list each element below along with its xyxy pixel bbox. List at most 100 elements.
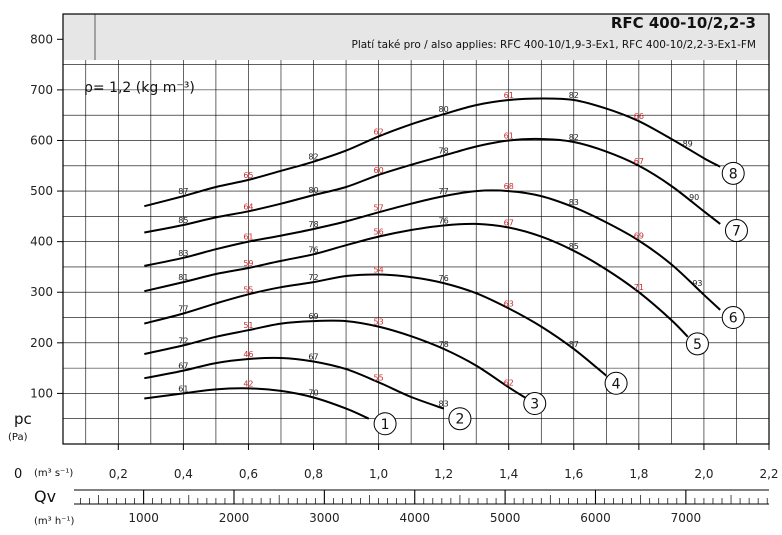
x-tick-label-m3h: 1000 bbox=[128, 511, 159, 525]
x-tick-label-m3s: 1,6 bbox=[564, 467, 583, 481]
efficiency-label: 69 bbox=[308, 312, 318, 321]
curve-layer bbox=[144, 97, 721, 420]
y-axis-label: pc bbox=[14, 410, 32, 428]
plot-frame bbox=[62, 13, 770, 445]
efficiency-label: 78 bbox=[308, 220, 318, 229]
noise-level-label: 67 bbox=[504, 218, 514, 227]
curve-marker-label: 5 bbox=[693, 337, 702, 353]
fan-curve-2 bbox=[144, 356, 445, 410]
x-tick-label-m3h: 2000 bbox=[219, 511, 250, 525]
noise-level-label: 53 bbox=[373, 318, 383, 327]
y-tick-label: 200 bbox=[30, 336, 53, 350]
curve-marker-circle bbox=[721, 306, 745, 330]
y-tick-label: 500 bbox=[30, 184, 53, 198]
noise-level-label: 61 bbox=[504, 131, 514, 140]
efficiency-label: 85 bbox=[178, 216, 188, 225]
curve-marker-circle bbox=[724, 219, 748, 243]
noise-level-label: 55 bbox=[243, 285, 253, 294]
y-tick-label: 100 bbox=[30, 386, 53, 400]
curve-marker-circle bbox=[721, 161, 745, 185]
x-tick-label-m3s: 2,0 bbox=[694, 467, 713, 481]
fan-curve-7 bbox=[144, 137, 721, 234]
fan-curve-6 bbox=[144, 189, 721, 311]
y-tick-label: 700 bbox=[30, 83, 53, 97]
efficiency-label: 76 bbox=[308, 245, 318, 254]
curve-marker-circle bbox=[685, 332, 709, 356]
noise-level-label: 61 bbox=[504, 91, 514, 100]
noise-level-label: 59 bbox=[243, 259, 253, 268]
efficiency-label: 89 bbox=[683, 140, 693, 149]
x-axis-label: Qv bbox=[34, 487, 56, 506]
efficiency-label: 76 bbox=[439, 216, 449, 225]
chart-title: RFC 400-10/2,2-3 bbox=[611, 14, 756, 32]
curve-marker-label: 6 bbox=[729, 311, 738, 327]
noise-level-label: 46 bbox=[243, 350, 253, 359]
curve-marker-circle bbox=[448, 407, 472, 431]
efficiency-label: 83 bbox=[569, 198, 579, 207]
x-tick-label-m3s: 0,4 bbox=[174, 467, 193, 481]
x-origin-label: 0 bbox=[14, 467, 22, 482]
fan-curve-8 bbox=[144, 97, 721, 208]
efficiency-label: 72 bbox=[308, 273, 318, 282]
noise-level-label: 51 bbox=[243, 321, 253, 330]
curve-marker-label: 8 bbox=[729, 166, 738, 182]
x-tick-label-m3s: 1,8 bbox=[629, 467, 648, 481]
noise-level-label: 68 bbox=[504, 182, 514, 191]
title-band bbox=[63, 14, 769, 60]
efficiency-label: 80 bbox=[439, 105, 449, 114]
noise-level-label: 42 bbox=[243, 379, 253, 388]
x-tick-label-m3h: 4000 bbox=[399, 511, 430, 525]
efficiency-label: 67 bbox=[308, 353, 318, 362]
efficiency-label: 82 bbox=[569, 133, 579, 142]
x-tick-label-m3h: 5000 bbox=[490, 511, 521, 525]
density-note: ρ= 1,2 (kg m⁻³) bbox=[84, 80, 195, 96]
y-tick-label: 600 bbox=[30, 133, 53, 147]
efficiency-label: 61 bbox=[178, 384, 188, 393]
noise-level-label: 64 bbox=[243, 202, 253, 211]
y-tick-label: 800 bbox=[30, 32, 53, 46]
x-tick-label-m3s: 1,2 bbox=[434, 467, 453, 481]
curve-marker-circle bbox=[373, 412, 397, 436]
noise-level-label: 60 bbox=[373, 166, 383, 175]
axis-layer: 100 200 300 400 500 600 700 800 0,2 0,4 0,6 0,8 1,0 1… bbox=[30, 13, 779, 525]
chart-subtitle: Platí také pro / also applies: RFC 400-1… bbox=[352, 39, 757, 51]
noise-level-label: 71 bbox=[634, 283, 644, 292]
x-unit-m3s: (m³ s⁻¹) bbox=[34, 468, 73, 479]
x-unit-m3h: (m³ h⁻¹) bbox=[34, 516, 74, 527]
efficiency-label: 90 bbox=[689, 193, 699, 202]
efficiency-label: 76 bbox=[439, 274, 449, 283]
y-tick-label: 400 bbox=[30, 235, 53, 249]
x-tick-label-m3s: 1,0 bbox=[369, 467, 388, 481]
efficiency-label: 85 bbox=[569, 242, 579, 251]
noise-level-label: 65 bbox=[243, 171, 253, 180]
curve-marker-label: 2 bbox=[455, 412, 464, 428]
noise-level-label: 54 bbox=[373, 266, 383, 275]
y-tick-label: 300 bbox=[30, 285, 53, 299]
noise-level-label: 57 bbox=[373, 203, 383, 212]
curve-marker-label: 4 bbox=[612, 376, 621, 392]
efficiency-label: 77 bbox=[178, 304, 188, 313]
y-axis-unit: (Pa) bbox=[8, 432, 28, 443]
x-tick-label-m3s: 1,4 bbox=[499, 467, 518, 481]
efficiency-label: 83 bbox=[178, 249, 188, 258]
x-tick-label-m3s: 0,2 bbox=[109, 467, 128, 481]
efficiency-label: 82 bbox=[569, 91, 579, 100]
x-tick-label-m3s: 0,6 bbox=[239, 467, 258, 481]
noise-level-label: 55 bbox=[373, 373, 383, 382]
noise-level-label: 67 bbox=[634, 157, 644, 166]
x-tick-label-m3h: 7000 bbox=[671, 511, 702, 525]
fan-curve-4 bbox=[144, 273, 607, 377]
fan-curve-5 bbox=[144, 222, 689, 338]
efficiency-label: 77 bbox=[439, 187, 449, 196]
efficiency-label: 82 bbox=[308, 153, 318, 162]
efficiency-label: 78 bbox=[439, 340, 449, 349]
noise-level-label: 62 bbox=[373, 127, 383, 136]
efficiency-label: 80 bbox=[308, 186, 318, 195]
x-tick-label-m3s: 0,8 bbox=[304, 467, 323, 481]
x-tick-label-m3h: 6000 bbox=[580, 511, 611, 525]
fan-curve-3 bbox=[144, 319, 526, 399]
noise-level-label: 69 bbox=[634, 232, 644, 241]
efficiency-label: 67 bbox=[178, 362, 188, 371]
efficiency-label: 87 bbox=[569, 340, 579, 349]
